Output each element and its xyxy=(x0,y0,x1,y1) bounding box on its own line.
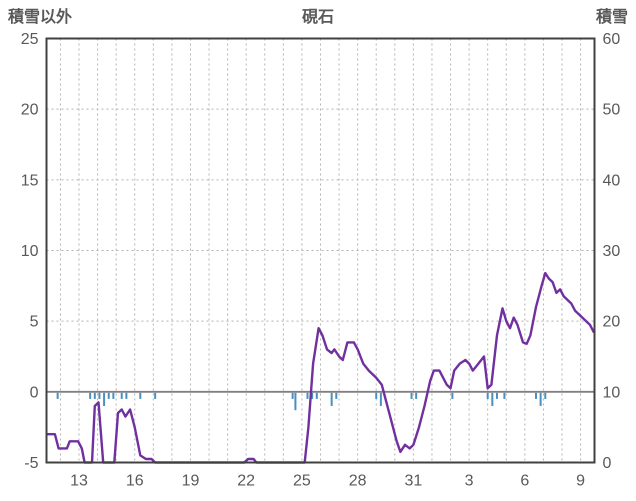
x-tick-label: 6 xyxy=(520,473,529,490)
snow-depth-line xyxy=(46,271,595,464)
x-tick-label: 25 xyxy=(293,473,311,490)
y-left-tick-label: -5 xyxy=(24,455,38,472)
x-tick-label: 22 xyxy=(237,473,255,490)
x-tick-label: 19 xyxy=(182,473,200,490)
y-right-tick-label: 0 xyxy=(603,455,612,472)
plot-frame xyxy=(45,37,596,464)
x-tick-label: 31 xyxy=(404,473,422,490)
y-left-tick-label: 20 xyxy=(21,102,39,119)
chart-title: 硯石 xyxy=(302,8,334,26)
x-tick-label: 13 xyxy=(70,473,88,490)
y-left-tick-label: 5 xyxy=(30,314,39,331)
left-axis-title: 積雪以外 xyxy=(7,7,72,26)
y-right-tick-label: 50 xyxy=(603,102,621,119)
precip-bars-layer xyxy=(56,392,547,411)
x-tick-label: 3 xyxy=(465,473,474,490)
y-right-tick-label: 10 xyxy=(603,384,621,401)
y-left-tick-label: 10 xyxy=(21,243,39,260)
x-tick-label: 9 xyxy=(576,473,585,490)
y-left-tick-label: 0 xyxy=(30,384,39,401)
y-left-tick-label: 25 xyxy=(21,31,39,48)
right-axis-title: 積雪 xyxy=(595,7,628,26)
x-tick-label: 28 xyxy=(349,473,367,490)
grid-layer xyxy=(46,38,595,463)
y-right-tick-label: 30 xyxy=(603,243,621,260)
snow-line-layer xyxy=(46,271,595,464)
y-left-tick-label: 15 xyxy=(21,172,39,189)
frame-layer xyxy=(45,37,596,464)
y-right-tick-label: 20 xyxy=(603,314,621,331)
x-tick-label: 16 xyxy=(126,473,144,490)
y-right-tick-label: 40 xyxy=(603,172,621,189)
y-right-tick-label: 60 xyxy=(603,31,621,48)
